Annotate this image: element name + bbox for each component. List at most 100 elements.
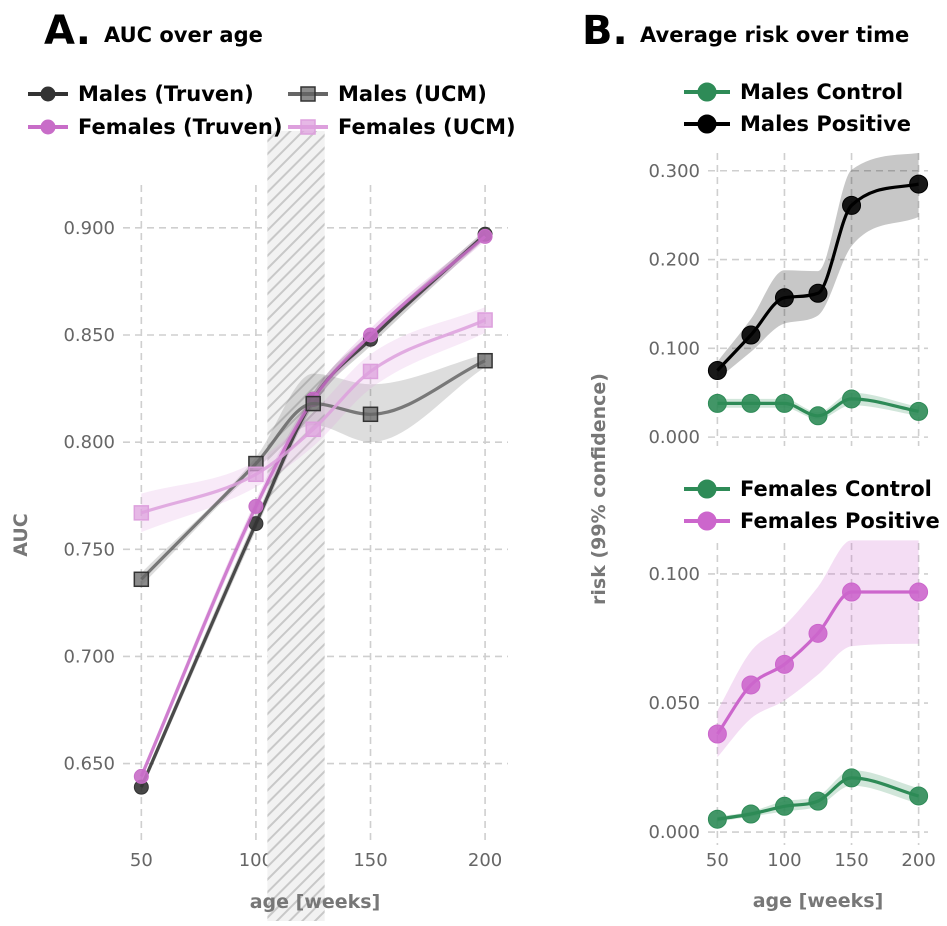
- x-tick-label: 150: [353, 850, 387, 871]
- x-tick-label: 100: [767, 850, 801, 871]
- females-ucm-point: [305, 421, 321, 438]
- females-truven-point: [133, 768, 149, 784]
- legend-label: Females Positive: [740, 509, 940, 533]
- males-control-point: [842, 389, 862, 409]
- males-positive-confidence-band: [717, 153, 919, 380]
- females-ucm-confidence-band: [141, 307, 486, 533]
- females-positive-series: [707, 582, 929, 744]
- males-positive-point: [707, 361, 727, 381]
- females-truven-line: [139, 235, 487, 778]
- females-control-point: [741, 804, 761, 824]
- females-control-point: [808, 791, 828, 811]
- females-positive-point: [707, 724, 727, 744]
- females-control-series: [707, 768, 929, 829]
- y-tick-label: 0.650: [63, 754, 115, 775]
- legend-marker: [697, 511, 717, 531]
- males-risk-plot: 0.000 0.100 0.200 0.300 Males Control Males P…: [648, 80, 929, 448]
- auc-plot: 0.650 0.700 0.750 0.800 0.850 0.900 50 100 150 20…: [63, 131, 508, 921]
- females-ucm-point: [248, 466, 264, 483]
- legend-item-males-control: Males Control: [684, 80, 903, 104]
- females-positive-point: [808, 623, 828, 643]
- auc-xlabel: age [weeks]: [250, 891, 381, 913]
- females-positive-point: [774, 654, 794, 674]
- females-ucm-point: [133, 505, 150, 521]
- males-positive-series: [707, 174, 929, 381]
- females-positive-point: [909, 582, 929, 602]
- y-tick-label: 0.000: [648, 822, 700, 843]
- x-tick-label: 200: [468, 850, 502, 871]
- females-control-point: [909, 786, 929, 806]
- males-positive-point: [909, 174, 929, 194]
- y-tick-label: 0.000: [648, 427, 700, 448]
- males-ucm-point: [305, 395, 321, 412]
- legend-marker: [40, 119, 56, 135]
- males-control-point: [808, 406, 828, 426]
- x-tick-label: 100: [239, 850, 273, 871]
- y-tick-label: 0.850: [63, 325, 115, 346]
- females-positive-point: [842, 582, 862, 602]
- females-truven-point: [248, 498, 264, 514]
- males-control-point: [741, 393, 761, 413]
- legend-marker: [300, 86, 316, 102]
- shaded-interval: [267, 131, 325, 921]
- y-tick-label: 0.750: [63, 539, 115, 560]
- x-tick-label: 50: [130, 850, 153, 871]
- legend-item-males-ucm: Males (UCM): [288, 82, 487, 106]
- y-tick-label: 0.800: [63, 432, 115, 453]
- risk-xlabel: age [weeks]: [753, 890, 884, 912]
- females-ucm-point: [477, 312, 493, 328]
- panel-b-title: Average risk over time: [640, 23, 909, 47]
- legend-label: Females (UCM): [338, 115, 516, 139]
- females-control-point: [707, 809, 727, 829]
- x-tick-label: 50: [706, 850, 729, 871]
- y-tick-label: 0.300: [648, 161, 700, 182]
- males-ucm-point: [133, 571, 150, 588]
- males-ucm-confidence-band: [141, 354, 486, 586]
- legend-label: Males (Truven): [78, 82, 254, 106]
- panel-a-title: AUC over age: [104, 23, 263, 47]
- legend-item-females-control: Females Control: [684, 477, 932, 501]
- x-tick-label: 200: [901, 850, 935, 871]
- females-truven-point: [363, 327, 378, 343]
- females-ucm-point: [362, 363, 379, 380]
- males-positive-point: [774, 288, 794, 308]
- males-positive-point: [842, 195, 862, 215]
- panel-a-letter: A.: [44, 8, 91, 54]
- legend-marker: [697, 82, 717, 102]
- females-positive-confidence-band: [717, 540, 919, 758]
- y-tick-label: 0.900: [63, 218, 115, 239]
- auc-legend: Males (Truven) Females (Truven) Males (UCM…: [28, 82, 516, 139]
- legend-item-males-positive: Males Positive: [684, 112, 911, 136]
- females-truven-point: [477, 228, 493, 244]
- legend-item-females-truven: Females (Truven): [28, 115, 282, 139]
- legend-item-females-positive: Females Positive: [684, 509, 940, 533]
- males-positive-point: [741, 325, 761, 345]
- males-positive-point: [808, 283, 828, 303]
- legend-label: Males Positive: [740, 112, 911, 136]
- legend-marker: [697, 479, 717, 499]
- females-control-point: [774, 796, 794, 816]
- males-control-series: [707, 389, 929, 426]
- risk-ylabel: risk (99% confidence): [588, 373, 610, 605]
- y-tick-label: 0.200: [648, 250, 700, 271]
- y-tick-label: 0.700: [63, 646, 115, 667]
- legend-marker: [697, 114, 717, 134]
- females-control-point: [842, 768, 862, 788]
- legend-marker: [300, 119, 316, 135]
- males-control-point: [909, 401, 929, 421]
- females-ucm-series: [133, 312, 493, 521]
- females-positive-point: [741, 675, 761, 695]
- y-tick-label: 0.050: [648, 693, 700, 714]
- x-tick-label: 150: [834, 850, 868, 871]
- y-tick-label: 0.100: [648, 338, 700, 359]
- males-ucm-point: [477, 352, 493, 369]
- legend-item-males-truven: Males (Truven): [28, 82, 254, 106]
- panel-b-letter: B.: [582, 8, 628, 54]
- legend-marker: [40, 86, 56, 102]
- y-tick-label: 0.100: [648, 564, 700, 585]
- legend-label: Females Control: [740, 477, 932, 501]
- legend-label: Females (Truven): [78, 115, 282, 139]
- legend-label: Males (UCM): [338, 82, 487, 106]
- females-truven-series: [133, 228, 493, 784]
